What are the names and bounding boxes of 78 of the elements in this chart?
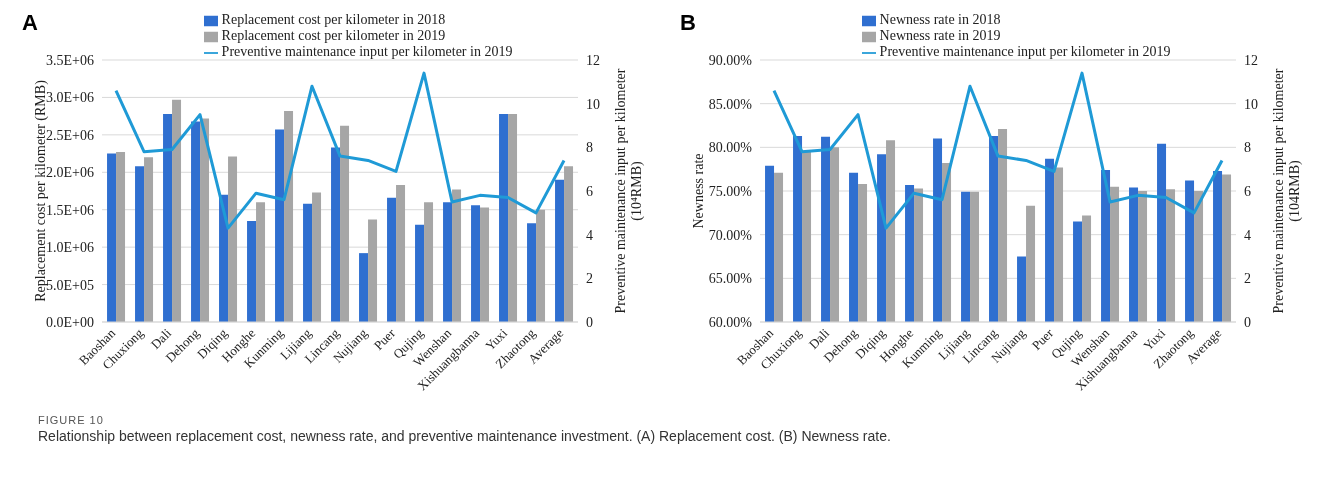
y2-tick-label: 2 <box>586 271 593 287</box>
y2-tick-label: 2 <box>1244 271 1251 287</box>
y-tick-label: 2.0E+06 <box>46 165 94 181</box>
legend-label: Newness rate in 2019 <box>879 28 1001 43</box>
y2-tick-label: 12 <box>1244 52 1258 68</box>
bar <box>107 153 117 322</box>
y-tick-label: 2.5E+06 <box>46 127 94 143</box>
bar <box>256 202 266 322</box>
legend-label: Newness rate in 2018 <box>879 12 1001 27</box>
bar <box>508 113 518 322</box>
y-axis-title: Newness rate <box>691 153 706 229</box>
bar <box>228 156 238 322</box>
bar <box>387 197 397 322</box>
bar <box>275 129 285 322</box>
y2-tick-label: 4 <box>1244 227 1251 243</box>
bar <box>443 202 453 322</box>
y2-axis-title: Preventive maintenance input per kilometer (104RMB) <box>1271 68 1303 314</box>
y-tick-label: 0.0E+00 <box>46 314 94 330</box>
y2-tick-label: 12 <box>586 52 600 68</box>
legend-label: Replacement cost per kilometer in 2019 <box>221 28 446 43</box>
bar <box>191 121 201 322</box>
y2-tick-label: 0 <box>586 314 593 330</box>
y2-tick-label: 10 <box>1244 96 1258 112</box>
y2-axis-title: Preventive maintenance input per kilometer (10⁴RMB) <box>613 68 645 314</box>
y-tick-label: 90.00% <box>708 52 753 68</box>
bar <box>219 194 229 322</box>
bar <box>452 189 462 322</box>
bar <box>284 110 294 322</box>
bar <box>340 125 350 322</box>
bar <box>555 179 565 322</box>
chart-title: A <box>22 10 38 36</box>
y-tick-label: 3.5E+06 <box>46 52 94 68</box>
bar <box>163 113 173 322</box>
y-tick-label: 85.00% <box>708 96 753 112</box>
y-tick-label: 3.0E+06 <box>46 90 94 106</box>
y-tick-label: 5.0E+05 <box>46 277 94 293</box>
bar <box>172 99 182 322</box>
y2-tick-label: 0 <box>1244 314 1251 330</box>
bar <box>368 219 378 322</box>
y-tick-label: 65.00% <box>708 271 753 287</box>
y2-tick-label: 4 <box>586 227 593 243</box>
y-tick-label: 60.00% <box>708 314 753 330</box>
y2-tick-label: 8 <box>586 140 593 156</box>
bar <box>247 220 257 322</box>
y2-tick-label: 6 <box>586 183 593 199</box>
y2-tick-label: 6 <box>1244 183 1251 199</box>
bar <box>331 147 341 322</box>
y-tick-label: 75.00% <box>708 183 753 199</box>
legend-label: Preventive maintenance input per kilometer in 2019 <box>221 44 513 59</box>
y-tick-label: 1.0E+06 <box>46 240 94 256</box>
bar <box>499 113 509 322</box>
bar <box>564 166 574 322</box>
line-series <box>772 71 1224 230</box>
bar <box>135 166 145 322</box>
chart-title: B <box>680 10 696 36</box>
caption: FIGURE 10 <box>38 414 105 426</box>
bar <box>396 185 406 322</box>
y-tick-label: 1.5E+06 <box>46 202 94 218</box>
bar <box>359 253 369 322</box>
bar <box>424 202 434 322</box>
bar <box>144 157 154 322</box>
bar <box>116 152 126 322</box>
bar <box>536 209 546 322</box>
bar <box>471 205 481 322</box>
legend-label: Replacement cost per kilometer in 2018 <box>221 12 446 27</box>
bar <box>415 224 425 322</box>
bar <box>312 192 322 322</box>
bar <box>303 203 313 322</box>
text: Relationship between replacement cost, newness rate, and preventive maintenance investment. (A) Replacement cost. (B) Newness rate. <box>38 428 892 444</box>
line-series <box>114 71 566 230</box>
bar <box>480 207 490 322</box>
bar <box>200 118 210 322</box>
y-tick-label: 70.00% <box>708 227 753 243</box>
legend-label: Preventive maintenance input per kilometer in 2019 <box>879 44 1171 59</box>
bar <box>527 223 537 322</box>
y-tick-label: 80.00% <box>708 140 753 156</box>
y2-tick-label: 8 <box>1244 140 1251 156</box>
y2-tick-label: 10 <box>586 96 600 112</box>
